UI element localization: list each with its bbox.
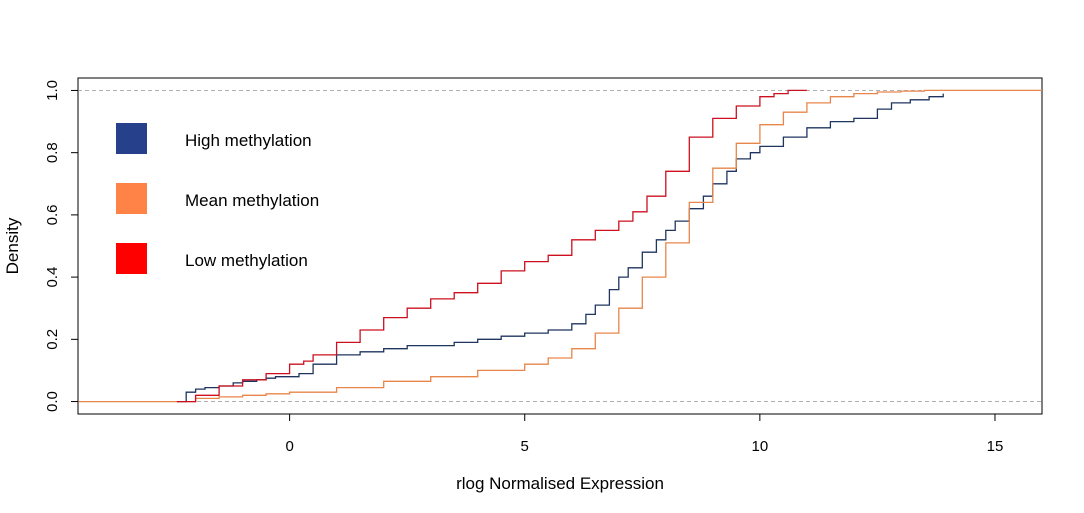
y-tick-label: 1.0 (44, 80, 61, 101)
series-layer (78, 89, 1042, 403)
legend-label-high: High methylation (185, 131, 312, 150)
x-axis: 0 5 10 15 (285, 413, 1004, 455)
legend-swatch-mean (116, 183, 147, 214)
y-axis-title: Density (3, 217, 22, 274)
legend: High methylation Mean methylation Low me… (116, 123, 319, 274)
legend-swatch-low (116, 243, 147, 274)
x-tick-label: 0 (285, 438, 293, 455)
y-tick-label: 0.2 (44, 329, 61, 350)
legend-label-low: Low methylation (185, 251, 308, 270)
plot-frame (77, 77, 1043, 415)
series-line-low-methylation (176, 89, 807, 403)
x-tick-label: 15 (987, 438, 1004, 455)
x-axis-title: rlog Normalised Expression (456, 474, 664, 493)
y-tick-label: 0.8 (44, 142, 61, 163)
y-tick-label: 0.0 (44, 391, 61, 412)
y-tick-label: 0.6 (44, 204, 61, 225)
x-tick-label: 10 (752, 438, 769, 455)
y-tick-label: 0.4 (44, 267, 61, 288)
x-tick-label: 5 (521, 438, 529, 455)
legend-label-mean: Mean methylation (185, 191, 319, 210)
legend-swatch-high (116, 123, 147, 154)
y-axis: 0.0 0.2 0.4 0.6 0.8 1.0 (44, 80, 79, 412)
series-line-mean-methylation (78, 89, 1042, 403)
